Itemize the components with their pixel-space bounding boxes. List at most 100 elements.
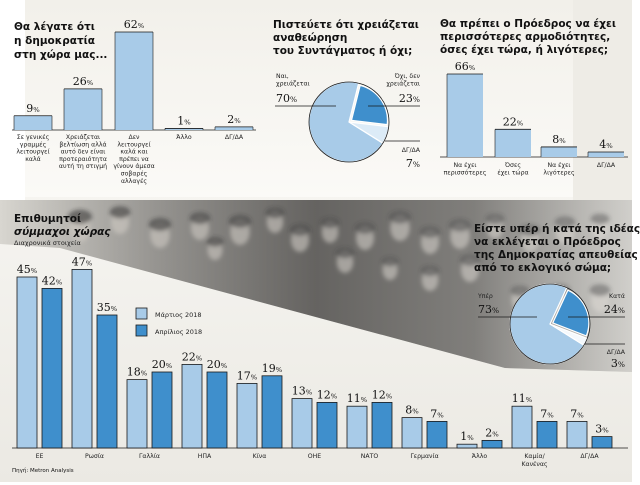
- allies-bar-april: [261, 375, 283, 449]
- powers-category-label: Όσες: [504, 161, 521, 169]
- allies-value-label: 12%: [317, 388, 338, 401]
- pie-slice-label: Ναι,: [276, 73, 289, 80]
- democracy-bar: [165, 128, 203, 130]
- allies-value-label: 47%: [72, 255, 93, 268]
- democracy-category-label: Άλλο: [176, 133, 192, 141]
- constitution-title-line: Πιστεύετε ότι χρειάζεται: [273, 19, 419, 31]
- election-title-line: Είστε υπέρ ή κατά της ιδέας: [474, 223, 640, 235]
- pie-value-label: 23%: [399, 92, 420, 105]
- allies-value-label: 45%: [17, 263, 38, 276]
- allies-category-label: ΟΗΕ: [308, 453, 322, 460]
- legend-swatch-april: [135, 324, 148, 337]
- allies-bar-march: [456, 443, 478, 449]
- constitution-outline: [308, 81, 390, 163]
- allies-value-label: 20%: [152, 358, 173, 371]
- powers-title-line: όσες έχει τώρα, ή λιγότερες;: [440, 44, 608, 56]
- allies-bar-march: [236, 382, 258, 449]
- powers-category-label: λιγότερες: [543, 169, 575, 177]
- pie-slice-label: ΔΓ/ΔΑ: [607, 349, 626, 356]
- allies-bar-april: [206, 371, 228, 449]
- pie-value-label: 7%: [406, 157, 420, 170]
- democracy-category-label: λειτουργεί: [117, 140, 150, 148]
- democracy-category-label: Δεν: [128, 134, 140, 141]
- allies-value-label: 2%: [485, 426, 499, 439]
- allies-category-label: ΕΕ: [36, 453, 44, 460]
- powers-category-label: Να έχει: [453, 161, 476, 169]
- pie-slice-label: χρειάζεται: [386, 80, 420, 88]
- pie-slice-label: ΔΓ/ΔΑ: [402, 147, 421, 154]
- pie-slice-label: Υπέρ: [477, 292, 493, 300]
- allies-bar-april: [536, 420, 558, 449]
- direct-election-pie: Είστε υπέρ ή κατά της ιδέας να εκλέγεται…: [474, 223, 640, 370]
- allies-value-label: 18%: [127, 366, 148, 379]
- democracy-category-label: Σε γενικές: [17, 133, 50, 141]
- allies-bar-march: [16, 276, 38, 449]
- democracy-category-label: λειτουργεί: [16, 148, 49, 156]
- pie-value-label: 3%: [611, 357, 625, 370]
- democracy-category-label: γραμμές: [20, 140, 47, 148]
- democracy-chart: Θα λέγατε ότι η δημοκρατία στη χώρα μας.…: [12, 18, 256, 185]
- constitution-slice: [350, 84, 389, 126]
- allies-bar-march: [346, 405, 368, 449]
- pie-value-label: 24%: [604, 303, 625, 316]
- legend-swatch-march: [135, 307, 148, 320]
- allies-value-label: 7%: [430, 407, 444, 420]
- allies-title-line: σύμμαχοι χώρας: [14, 226, 111, 238]
- allies-chart: Επιθυμητοί σύμμαχοι χώρας Διαχρονικά στο…: [12, 213, 628, 474]
- constitution-title-line: αναθεώρηση: [273, 32, 347, 44]
- allies-category-label: Άλλο: [472, 452, 488, 460]
- allies-value-label: 22%: [182, 350, 203, 363]
- powers-category-label: ΔΓ/ΔΑ: [597, 162, 616, 169]
- powers-title-line: περισσότερες αρμοδιότητες,: [440, 31, 610, 43]
- constitution-title-line: του Συντάγματος ή όχι;: [273, 45, 412, 57]
- democracy-value-label: 62%: [124, 18, 145, 31]
- allies-bar-april: [371, 401, 393, 449]
- democracy-bar: [64, 88, 102, 130]
- allies-value-label: 7%: [540, 407, 554, 420]
- pie-value-label: 70%: [276, 92, 297, 105]
- democracy-category-label: αλλαγές: [121, 177, 147, 185]
- allies-value-label: 19%: [262, 362, 283, 375]
- election-title-line: να εκλέγεται ο Πρόεδρος: [474, 236, 621, 248]
- allies-category-label: Καμία/: [524, 452, 545, 460]
- president-powers-chart: Θα πρέπει ο Πρόεδρος να έχει περισσότερε…: [440, 18, 628, 177]
- allies-category-label: ΝΑΤΟ: [361, 453, 379, 460]
- pie-slice-label: χρειάζεται: [276, 80, 310, 88]
- election-outline: [509, 283, 591, 365]
- source-note: Πηγή: Metron Analysis: [12, 467, 74, 474]
- allies-bar-april: [316, 401, 338, 449]
- democracy-category-label: αυτό δεν είναι: [61, 148, 106, 156]
- powers-category-label: περισσότερες: [444, 169, 487, 177]
- allies-category-label: ΗΠΑ: [198, 453, 212, 460]
- democracy-category-label: Χρειάζεται: [66, 133, 100, 141]
- democracy-title-line: Θα λέγατε ότι: [14, 21, 95, 33]
- democracy-category-label: ΔΓ/ΔΑ: [225, 134, 244, 141]
- allies-bar-april: [481, 439, 503, 449]
- democracy-title-line: η δημοκρατία: [14, 35, 95, 47]
- pie-slice-label: Όχι, δεν: [394, 72, 421, 80]
- allies-bar-april: [426, 420, 448, 449]
- allies-category-label: Γαλλία: [139, 452, 160, 460]
- powers-value-label: 4%: [599, 138, 613, 151]
- powers-bar: [447, 74, 483, 157]
- allies-value-label: 17%: [237, 369, 258, 382]
- powers-bar: [588, 151, 624, 157]
- allies-category-label: Ρωσία: [85, 452, 104, 460]
- allies-bar-march: [126, 379, 148, 449]
- allies-bar-march: [401, 417, 423, 449]
- election-title-line: της Δημοκρατίας απευθείας: [474, 249, 638, 261]
- democracy-value-label: 9%: [26, 102, 40, 115]
- allies-value-label: 1%: [460, 430, 474, 443]
- allies-category-label: Κανένας: [521, 460, 547, 468]
- allies-bar-march: [71, 268, 93, 449]
- powers-value-label: 66%: [455, 60, 476, 73]
- legend-label-april: Απρίλιος 2018: [155, 328, 202, 336]
- allies-category-label: Κίνα: [253, 452, 267, 460]
- powers-value-label: 8%: [552, 133, 566, 146]
- democracy-bar: [14, 115, 52, 130]
- allies-bar-april: [151, 371, 173, 449]
- pie-value-label: 73%: [478, 303, 499, 316]
- democracy-category-label: αυτή τη στιγμή: [59, 162, 107, 170]
- democracy-bar: [115, 32, 153, 130]
